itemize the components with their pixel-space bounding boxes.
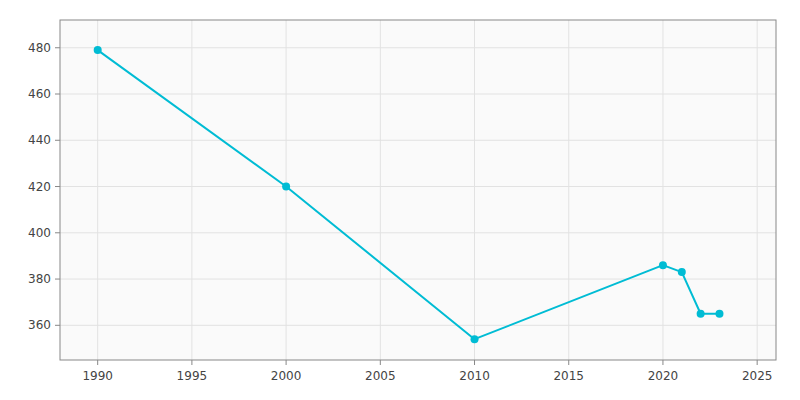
y-grid-line	[60, 140, 776, 141]
y-tick-label: 380	[28, 272, 51, 286]
y-grid-line	[60, 325, 776, 326]
x-grid-line	[191, 20, 192, 360]
x-tick	[191, 360, 192, 365]
y-grid-line	[60, 186, 776, 187]
plot-background	[60, 20, 776, 360]
data-layer	[94, 46, 724, 343]
x-tick-label: 1995	[177, 369, 208, 383]
grid	[60, 20, 776, 360]
x-grid-line	[662, 20, 663, 360]
marker	[715, 310, 723, 318]
x-tick	[662, 360, 663, 365]
line	[98, 50, 720, 339]
marker	[282, 183, 290, 191]
marker	[94, 46, 102, 54]
y-tick	[55, 94, 60, 95]
chart-container: 1990 1995 2000 2005 2010 2015 2020 2025 360 380 40…	[0, 0, 800, 400]
marker	[697, 310, 705, 318]
y-tick	[55, 279, 60, 280]
x-tick-label: 2020	[648, 369, 679, 383]
x-tick-label: 2010	[459, 369, 490, 383]
x-tick	[380, 360, 381, 365]
x-tick	[286, 360, 287, 365]
y-tick-label: 360	[28, 318, 51, 332]
y-tick-label: 460	[28, 87, 51, 101]
y-tick-label: 400	[28, 226, 51, 240]
y-tick-label: 480	[28, 41, 51, 55]
y-tick	[55, 232, 60, 233]
x-grid-line	[474, 20, 475, 360]
y-grid-line	[60, 279, 776, 280]
x-grid-line	[757, 20, 758, 360]
y-grid-line	[60, 47, 776, 48]
y-grid-line	[60, 94, 776, 95]
x-tick-label: 2025	[742, 369, 773, 383]
x-grid-line	[97, 20, 98, 360]
axes: 1990 1995 2000 2005 2010 2015 2020 2025 360 380 40…	[28, 20, 776, 383]
y-tick	[55, 140, 60, 141]
plot-frame	[60, 20, 776, 360]
x-grid-line	[380, 20, 381, 360]
y-tick	[55, 47, 60, 48]
y-grid-line	[60, 232, 776, 233]
x-tick-label: 2005	[365, 369, 396, 383]
y-tick-label: 440	[28, 133, 51, 147]
x-tick-label: 1990	[82, 369, 113, 383]
x-tick	[474, 360, 475, 365]
x-tick-label: 2000	[271, 369, 302, 383]
chart-svg: 1990 1995 2000 2005 2010 2015 2020 2025 360 380 40…	[0, 0, 800, 400]
marker	[659, 261, 667, 269]
y-tick-label: 420	[28, 180, 51, 194]
y-tick	[55, 186, 60, 187]
x-tick-label: 2015	[553, 369, 584, 383]
y-tick	[55, 325, 60, 326]
x-grid-line	[568, 20, 569, 360]
marker	[471, 335, 479, 343]
x-tick	[757, 360, 758, 365]
marker	[678, 268, 686, 276]
x-tick	[568, 360, 569, 365]
x-tick	[97, 360, 98, 365]
